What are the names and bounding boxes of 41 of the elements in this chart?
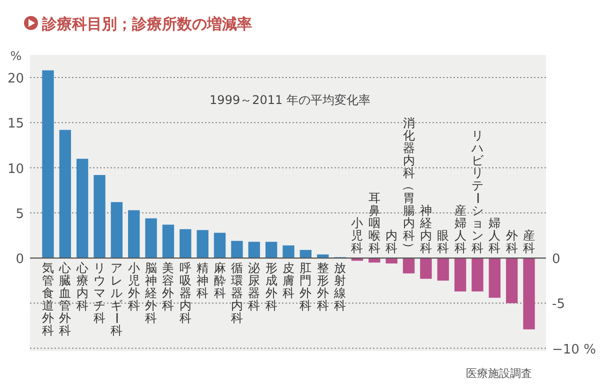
y-axis-title: % bbox=[10, 49, 22, 63]
x-tick-label: 整形外科 bbox=[316, 261, 329, 313]
chart-title: 診療科目別；診療所数の増減率 bbox=[41, 15, 252, 33]
x-tick-label: 神経内科 bbox=[418, 204, 432, 256]
x-tick-label: リハビリテーション科 bbox=[470, 128, 484, 256]
x-tick-label: リウマチ科 bbox=[94, 261, 106, 326]
x-tick-label: 放射線科 bbox=[333, 261, 346, 313]
y-tick-label: 5 bbox=[16, 206, 24, 222]
y-tick-label: 15 bbox=[7, 116, 24, 132]
x-tick-label: 外科 bbox=[506, 228, 518, 256]
x-tick-label: 美容外科 bbox=[162, 261, 174, 313]
x-tick-label: 小児外科 bbox=[128, 261, 140, 313]
y-tick-label: 10 bbox=[7, 162, 24, 177]
x-tick-label: 消化器内科（胃腸内科） bbox=[402, 116, 416, 254]
x-tick-label: 皮膚科 bbox=[282, 261, 294, 300]
x-tick-label: 循環器内科 bbox=[230, 261, 243, 326]
x-tick-label: 肛門外科 bbox=[300, 261, 312, 313]
x-tick-label: 耳鼻咽喉科 bbox=[368, 191, 380, 256]
x-tick-label: 心臓血管外科 bbox=[58, 261, 72, 338]
x-tick-label: 脳神経外科 bbox=[144, 261, 158, 326]
x-tick-label: 呼吸器内科 bbox=[179, 261, 192, 326]
x-tick-label: 産婦人科 bbox=[454, 204, 466, 256]
y-tick-label: 20 bbox=[7, 72, 24, 87]
text: 医療施設調査 bbox=[466, 367, 532, 380]
x-tick-label: 眼科 bbox=[437, 228, 450, 256]
y-tick-label: 0 bbox=[16, 252, 24, 268]
x-tick-label: 気管食道外科 bbox=[42, 261, 54, 338]
x-tick-label: 小児科 bbox=[351, 216, 364, 256]
annotation: 1999～2011 年の平均変化率 bbox=[210, 93, 370, 107]
y2-tick-label: -5 bbox=[552, 297, 565, 312]
x-tick-label: 形成外科 bbox=[265, 261, 278, 313]
y2-tick-label: 0 bbox=[552, 252, 560, 268]
x-tick-label: 産科 bbox=[523, 228, 536, 256]
y2-tick-label: −10 % bbox=[552, 342, 596, 358]
x-tick-label: 麻酔科 bbox=[214, 261, 226, 300]
x-tick-label: アレルギー科 bbox=[110, 261, 124, 338]
x-tick-label: 心療内科 bbox=[75, 261, 88, 313]
x-tick-label: 泌尿器科 bbox=[248, 261, 260, 313]
x-tick-label: 精神科 bbox=[196, 261, 209, 300]
x-tick-label: 婦人科 bbox=[488, 216, 501, 256]
x-tick-label: 内科 bbox=[386, 228, 398, 256]
